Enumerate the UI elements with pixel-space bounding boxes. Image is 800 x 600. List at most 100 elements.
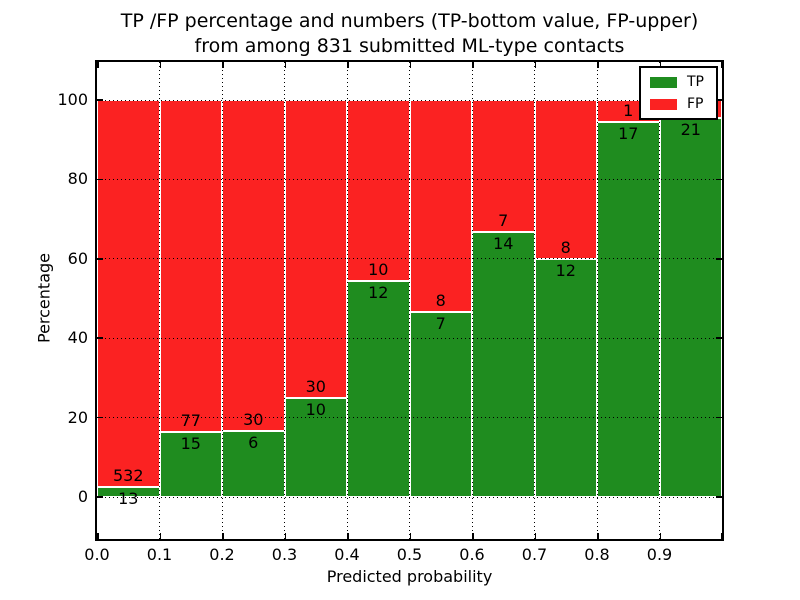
fp-count-label: 30	[305, 376, 326, 396]
v-gridline	[159, 62, 160, 539]
tp-count-label: 6	[248, 432, 259, 452]
x-tick	[597, 533, 599, 539]
x-tick-label: 0.3	[271, 545, 298, 564]
y-tick	[97, 258, 103, 260]
y-tick	[716, 337, 722, 339]
y-tick	[97, 99, 103, 101]
x-tick	[97, 62, 99, 68]
chart-title: TP /FP percentage and numbers (TP-bottom…	[97, 9, 722, 59]
fp-count-label: 7	[498, 211, 509, 231]
x-tick	[409, 533, 411, 539]
y-tick-label: 20	[67, 407, 88, 427]
tp-bar-segment	[534, 258, 597, 497]
x-tick	[159, 533, 161, 539]
fp-count-label: 1	[623, 101, 634, 121]
fp-count-label: 77	[180, 411, 201, 431]
x-tick	[222, 62, 224, 68]
fp-legend-label: FP	[687, 96, 704, 112]
y-tick	[716, 99, 722, 101]
fp-count-label: 8	[560, 237, 571, 257]
v-gridline	[471, 62, 473, 539]
v-gridline	[659, 62, 660, 539]
y-tick	[716, 178, 722, 181]
fp-bar-segment	[409, 100, 472, 312]
h-gridline	[97, 417, 722, 419]
x-tick	[720, 533, 722, 539]
legend-item-tp: TP	[650, 75, 704, 89]
y-tick-label: 80	[67, 169, 88, 189]
tp-bar-segment	[347, 280, 410, 497]
x-tick	[159, 62, 161, 68]
y-tick	[716, 496, 722, 498]
x-tick-label: 0.1	[146, 545, 173, 564]
y-tick-label: 40	[67, 328, 88, 348]
x-tick	[659, 62, 661, 68]
plot-area: 532 13 77 15 30 6 30 10 10 12 8 7 7 14 8 12 1 17 21	[95, 60, 724, 541]
tp-bar-segment	[409, 311, 472, 497]
tp-count-label: 13	[118, 489, 139, 509]
y-tick	[716, 416, 722, 419]
fp-bar-segment	[222, 100, 285, 431]
fp-count-label: 30	[243, 409, 264, 429]
x-tick-label: 0.9	[646, 545, 673, 564]
h-gridline	[97, 99, 722, 101]
y-tick	[97, 337, 103, 339]
x-axis-label: Predicted probability	[326, 567, 493, 586]
fp-bar-segment	[159, 100, 222, 433]
x-tick-label: 0.4	[334, 545, 360, 564]
fp-bar-segment	[284, 100, 347, 398]
x-tick	[284, 62, 286, 68]
x-tick	[720, 62, 722, 68]
legend: TP FP	[639, 66, 718, 120]
tp-count-label: 15	[180, 434, 201, 454]
tp-count-label: 12	[368, 282, 389, 302]
x-tick	[97, 533, 99, 539]
y-tick-label: 60	[67, 248, 88, 268]
fp-count-label: 532	[112, 466, 144, 486]
y-tick	[97, 178, 103, 181]
fp-bar-segment	[347, 100, 410, 281]
x-tick-label: 0.2	[209, 545, 235, 564]
tp-bar-segment	[472, 232, 535, 497]
fp-bar-segment	[97, 100, 160, 488]
fp-count-label: 8	[435, 290, 446, 310]
x-tick	[534, 533, 536, 539]
v-gridline	[346, 62, 348, 539]
legend-item-fp: FP	[650, 97, 704, 111]
tp-count-label: 17	[618, 124, 639, 144]
y-tick-label: 100	[57, 90, 88, 109]
tp-bar-segment	[659, 117, 722, 497]
x-tick-label: 0.8	[584, 545, 610, 564]
x-tick	[472, 533, 474, 539]
y-tick	[97, 496, 103, 498]
tp-count-label: 12	[555, 260, 576, 280]
tp-count-label: 21	[680, 119, 701, 139]
x-tick	[284, 533, 286, 539]
fp-legend-swatch-icon	[650, 98, 677, 110]
y-tick-label: 0	[77, 487, 88, 506]
h-gridline	[97, 496, 722, 498]
x-tick	[659, 533, 661, 539]
x-tick-label: 0.6	[459, 545, 485, 564]
v-gridline	[596, 62, 598, 539]
chart-title-line2: from among 831 submitted ML-type contact…	[194, 35, 625, 57]
h-gridline	[97, 178, 722, 180]
y-tick	[716, 258, 722, 260]
v-gridline	[534, 62, 535, 539]
tp-count-label: 10	[305, 399, 326, 419]
v-gridline	[409, 62, 410, 539]
tp-legend-swatch-icon	[650, 76, 677, 88]
tp-count-label: 14	[493, 234, 514, 254]
x-tick	[597, 62, 599, 68]
x-tick-label: 0.0	[84, 545, 110, 564]
h-gridline	[97, 337, 722, 339]
x-tick-label: 0.5	[396, 545, 423, 564]
x-tick	[472, 62, 474, 68]
x-tick	[409, 62, 411, 68]
x-tick	[347, 62, 349, 68]
h-gridline	[97, 258, 722, 260]
x-tick-label: 0.7	[521, 545, 548, 564]
v-gridline	[284, 62, 285, 539]
tp-count-label: 7	[435, 313, 446, 333]
